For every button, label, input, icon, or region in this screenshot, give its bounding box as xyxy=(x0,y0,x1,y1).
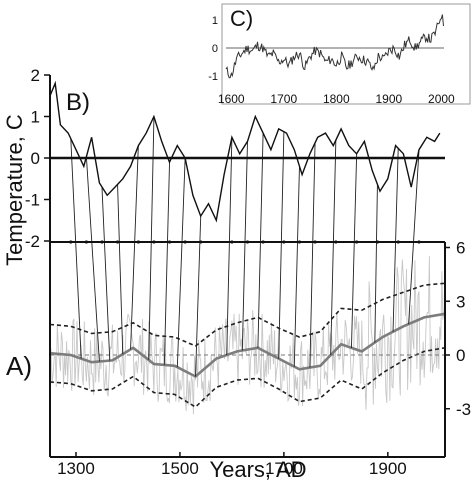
panel-c-x-ticks: 1600 1700 1800 1900 2000 xyxy=(218,92,455,106)
connector-line xyxy=(85,156,100,362)
panel-a-smoothed-line xyxy=(49,312,446,379)
panel-c-x-tick-label: 1700 xyxy=(270,92,297,106)
panel-c-x-tick-label: 1800 xyxy=(323,92,350,106)
panel-b-series xyxy=(49,80,441,223)
connector-line xyxy=(309,142,316,368)
panel-a-y-tick-label: 3 xyxy=(456,292,465,311)
connector-line xyxy=(241,141,248,351)
panel-c-y-ticks: 1 0 -1 xyxy=(208,15,218,83)
connector-line xyxy=(117,184,124,355)
panel-b-y-tick-label: -1 xyxy=(25,191,40,210)
panel-c-x-tick-label: 2000 xyxy=(428,92,455,106)
connector-line xyxy=(257,133,264,348)
panel-c: 1 0 -1 1600 1700 1800 1900 2000 C) xyxy=(208,3,471,106)
panel-b-y-ticks: 2 1 0 -1 -2 xyxy=(25,66,50,251)
panel-b-temperature-line xyxy=(49,80,441,223)
panel-c-y-tick-label: 1 xyxy=(212,15,218,27)
connector-line xyxy=(350,153,358,348)
panel-a-x-tick-label: 1300 xyxy=(57,459,95,478)
panel-c-y-tick-label: 0 xyxy=(212,43,218,55)
connector-line xyxy=(374,184,378,343)
panel-a: 6 3 0 -3 1300 1500 1700 1900 A) Years, AD xyxy=(6,239,471,482)
panel-c-label: C) xyxy=(230,6,253,31)
panel-a-y-ticks: 6 3 0 -3 xyxy=(445,239,471,419)
panel-b-y-tick-label: -2 xyxy=(25,232,40,251)
connector-line xyxy=(70,138,82,359)
connector-line xyxy=(101,187,111,361)
connector-line xyxy=(293,166,300,367)
panel-a-x-ticks: 1300 1500 1700 1900 xyxy=(57,452,407,478)
panel-a-y-tick-label: 0 xyxy=(456,346,465,365)
panel-a-x-tick-label: 1700 xyxy=(265,459,303,478)
connector-line xyxy=(176,157,186,368)
panel-c-series xyxy=(225,14,444,79)
connector-line xyxy=(163,162,170,365)
panel-a-upper-bound-line xyxy=(49,282,446,347)
x-axis-label: Years, AD xyxy=(209,457,306,482)
panel-a-y-tick-label: 6 xyxy=(456,239,465,258)
panel-c-x-tick-label: 1900 xyxy=(375,92,402,106)
panel-c-temperature-line xyxy=(225,14,444,79)
panel-c-y-tick-label: -1 xyxy=(208,71,218,83)
panel-b: 2 1 0 -1 -2 B) Temperature, C xyxy=(2,66,445,266)
panel-b-y-tick-label: 2 xyxy=(31,66,40,85)
connector-line xyxy=(226,137,233,356)
y-axis-label: Temperature, C xyxy=(2,114,27,266)
connector-line xyxy=(408,149,420,325)
panel-a-lower-bound-line xyxy=(49,347,446,409)
panel-b-y-tick-label: 1 xyxy=(31,108,40,127)
panel-a-series xyxy=(49,282,446,409)
panel-c-x-tick-label: 1600 xyxy=(218,92,245,106)
panel-a-x-tick-label: 1500 xyxy=(161,459,199,478)
connector-line xyxy=(130,145,139,350)
panel-b-y-tick-label: 0 xyxy=(31,149,40,168)
connector-line xyxy=(278,131,285,359)
panel-a-label: A) xyxy=(6,351,32,381)
panel-a-y-tick-label: -3 xyxy=(456,400,471,419)
connector-line xyxy=(330,140,337,356)
panel-b-label: B) xyxy=(66,89,90,116)
panel-a-x-tick-label: 1900 xyxy=(369,459,407,478)
connector-lines xyxy=(69,116,421,377)
connector-line xyxy=(392,148,399,332)
